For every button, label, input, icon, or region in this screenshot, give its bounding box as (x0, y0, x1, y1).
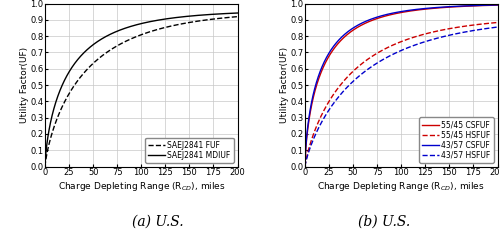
43/57 HSFUF (396, 50, 402, 53)
X-axis label: Charge Depleting Range (R$_{CD}$), miles: Charge Depleting Range (R$_{CD}$), miles (318, 180, 485, 193)
43/57 HSFUF (454, 32, 460, 35)
55/45 CSFUF (302, 165, 308, 168)
SAEJ2841 FUF (234, 15, 240, 18)
SAEJ2841 FUF (194, 20, 200, 23)
43/57 CSFUF (494, 4, 500, 6)
SAEJ2841 MDIUF (130, 24, 136, 27)
X-axis label: Charge Depleting Range (R$_{CD}$), miles: Charge Depleting Range (R$_{CD}$), miles (58, 180, 225, 193)
55/45 CSFUF (489, 4, 495, 7)
55/45 HSFUF (312, 129, 318, 132)
43/57 CSFUF (489, 4, 495, 6)
SAEJ2841 MDIUF (234, 12, 240, 15)
43/57 HSFUF (494, 26, 500, 29)
55/45 CSFUF (396, 12, 402, 15)
55/45 CSFUF (312, 90, 318, 93)
43/57 HSFUF (312, 135, 318, 138)
43/57 CSFUF (489, 4, 495, 6)
43/57 HSFUF (489, 26, 495, 29)
Line: SAEJ2841 FUF: SAEJ2841 FUF (45, 17, 238, 167)
Line: 55/45 CSFUF: 55/45 CSFUF (305, 5, 498, 167)
43/57 CSFUF (302, 165, 308, 168)
43/57 CSFUF (454, 5, 460, 8)
55/45 HSFUF (302, 165, 308, 168)
SAEJ2841 FUF (229, 16, 235, 19)
55/45 HSFUF (489, 22, 495, 25)
Line: 43/57 CSFUF: 43/57 CSFUF (305, 5, 498, 167)
SAEJ2841 FUF (130, 36, 136, 39)
SAEJ2841 FUF (52, 123, 58, 126)
SAEJ2841 FUF (42, 165, 48, 168)
55/45 HSFUF (454, 26, 460, 29)
SAEJ2841 FUF (229, 16, 235, 19)
SAEJ2841 MDIUF (136, 23, 141, 26)
43/57 HSFUF (489, 26, 495, 29)
SAEJ2841 FUF (136, 34, 141, 37)
SAEJ2841 MDIUF (52, 104, 58, 107)
Y-axis label: Utility Factor(UF): Utility Factor(UF) (20, 47, 29, 123)
55/45 HSFUF (396, 41, 402, 44)
55/45 CSFUF (494, 4, 500, 7)
43/57 CSFUF (312, 87, 318, 90)
Line: 43/57 HSFUF: 43/57 HSFUF (305, 27, 498, 167)
SAEJ2841 MDIUF (229, 12, 235, 15)
55/45 CSFUF (390, 13, 396, 15)
Line: 55/45 HSFUF: 55/45 HSFUF (305, 22, 498, 167)
Text: (a) U.S.: (a) U.S. (132, 214, 184, 228)
43/57 HSFUF (302, 165, 308, 168)
SAEJ2841 MDIUF (194, 14, 200, 17)
Line: SAEJ2841 MDIUF: SAEJ2841 MDIUF (45, 13, 238, 167)
SAEJ2841 MDIUF (229, 12, 235, 15)
43/57 CSFUF (396, 10, 402, 13)
Legend: 55/45 CSFUF, 55/45 HSFUF, 43/57 CSFUF, 43/57 HSFUF: 55/45 CSFUF, 55/45 HSFUF, 43/57 CSFUF, 4… (419, 117, 494, 163)
SAEJ2841 MDIUF (42, 165, 48, 168)
Text: (b) U.S.: (b) U.S. (358, 214, 410, 228)
Y-axis label: Utility Factor(UF): Utility Factor(UF) (280, 47, 289, 123)
43/57 HSFUF (390, 53, 396, 55)
55/45 HSFUF (494, 21, 500, 24)
43/57 CSFUF (390, 12, 396, 15)
Legend: SAEJ2841 FUF, SAEJ2841 MDIUF: SAEJ2841 FUF, SAEJ2841 MDIUF (146, 138, 234, 163)
55/45 CSFUF (454, 5, 460, 8)
55/45 HSFUF (390, 43, 396, 46)
55/45 HSFUF (489, 22, 495, 25)
55/45 CSFUF (489, 4, 495, 7)
